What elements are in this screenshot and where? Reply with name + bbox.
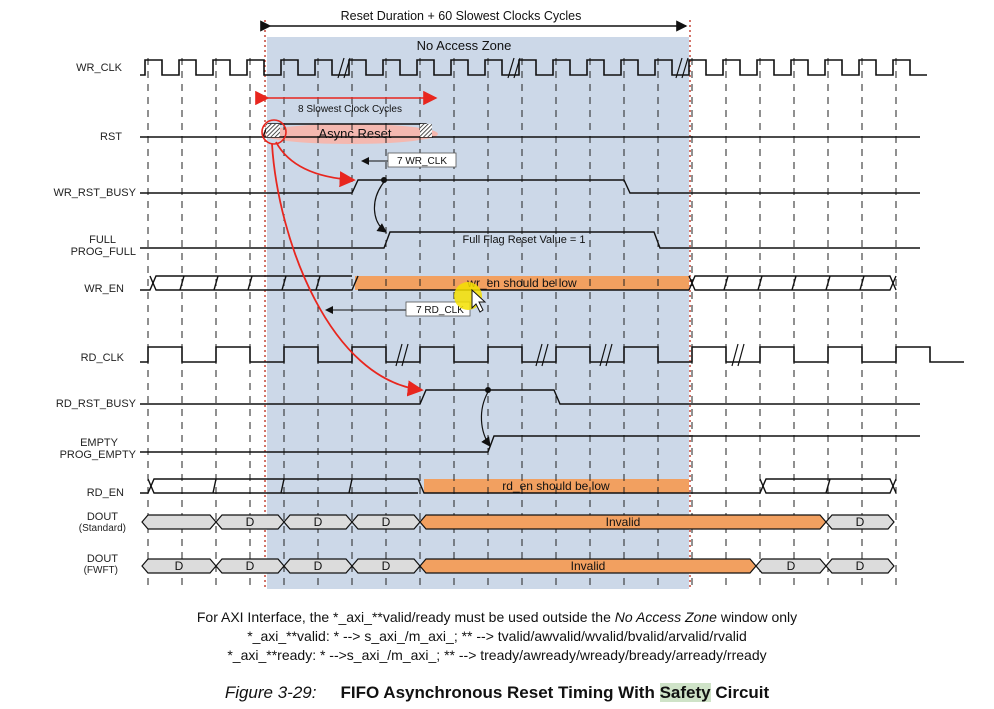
async-reset-label: Async Reset (319, 126, 392, 141)
no-access-zone-label: No Access Zone (417, 38, 512, 53)
signal-label-dout-standard: DOUT (86, 511, 118, 523)
svg-text:Invalid: Invalid (606, 515, 641, 529)
svg-text:D: D (787, 559, 796, 573)
rst-waveform (140, 123, 920, 138)
reset-to-rd-busy-arrow (271, 143, 424, 397)
signal-label-dout-fwft-sub: (FWFT) (83, 565, 118, 576)
signal-label-rd-rst-busy: RD_RST_BUSY (55, 398, 136, 410)
signal-label-full: FULL (89, 234, 116, 246)
full-flag-label: Full Flag Reset Value = 1 (463, 234, 586, 246)
rd-busy-to-empty-arrow (480, 391, 491, 447)
svg-text:D: D (314, 515, 323, 529)
wr-rst-busy-waveform (140, 179, 920, 194)
figure-caption: Figure 3-29: FIFO Asynchronous Reset Timi… (224, 683, 770, 702)
signal-label-dout-fwft: DOUT (86, 553, 118, 565)
signal-label-prog-empty: PROG_EMPTY (59, 449, 136, 461)
axi-note-line-2: *_axi_**valid: * --> s_axi_/m_axi_; ** -… (247, 628, 747, 644)
signal-label-wr-clk: WR_CLK (76, 62, 122, 74)
signal-label-prog-full: PROG_FULL (70, 246, 136, 258)
no-access-zone (267, 37, 689, 589)
reset-to-wr-busy-arrow (275, 141, 356, 188)
vertical-gridlines (147, 58, 897, 589)
wr-en-low-label: wr_en should be low (466, 276, 577, 290)
wr-en-waveform (140, 275, 897, 291)
slow-clock-span-label: 8 Slowest Clock Cycles (298, 104, 402, 115)
wr-clk-delay-label: 7 WR_CLK (397, 156, 447, 167)
figure-number: Figure 3-29: (224, 683, 317, 702)
dout-standard-bus: D D D Invalid D (141, 514, 895, 530)
svg-text:Invalid: Invalid (571, 559, 606, 573)
svg-text:D: D (175, 559, 184, 573)
signal-label-rd-en: RD_EN (86, 487, 124, 499)
svg-text:D: D (382, 515, 391, 529)
signal-label-rd-clk: RD_CLK (80, 352, 124, 364)
async-reset-highlight (262, 124, 438, 144)
rd-en-waveform (140, 478, 897, 494)
svg-text:D: D (382, 559, 391, 573)
dout-fwft-bus: D D D D Invalid D D (141, 558, 895, 574)
signal-label-dout-standard-sub: (Standard) (78, 523, 126, 534)
reset-duration-label: Reset Duration + 60 Slowest Clocks Cycle… (341, 9, 582, 23)
rd-en-low-highlight (424, 479, 689, 493)
svg-text:D: D (246, 559, 255, 573)
signal-label-empty: EMPTY (80, 437, 118, 449)
signal-label-wr-rst-busy: WR_RST_BUSY (53, 187, 136, 199)
full-waveform (140, 231, 920, 249)
reset-edge-marker (261, 119, 287, 145)
cursor-pointer-icon (471, 288, 487, 313)
svg-text:D: D (246, 515, 255, 529)
svg-text:D: D (314, 559, 323, 573)
axi-note-line-3: *_axi_**ready: * -->s_axi_/m_axi_; ** --… (227, 647, 767, 663)
signal-label-wr-en: WR_EN (84, 283, 124, 295)
wr-clk-waveform (140, 57, 927, 79)
rd-clk-waveform (140, 343, 964, 367)
signal-label-rst: RST (100, 131, 122, 143)
wr-busy-to-full-arrow (373, 181, 387, 233)
rd-clk-delay-label: 7 RD_CLK (416, 305, 464, 316)
rd-en-low-label: rd_en should be low (502, 479, 610, 493)
svg-text:D: D (856, 515, 865, 529)
svg-text:D: D (856, 559, 865, 573)
empty-waveform (140, 435, 920, 453)
axi-note-line-1: For AXI Interface, the *_axi_**valid/rea… (196, 609, 798, 625)
